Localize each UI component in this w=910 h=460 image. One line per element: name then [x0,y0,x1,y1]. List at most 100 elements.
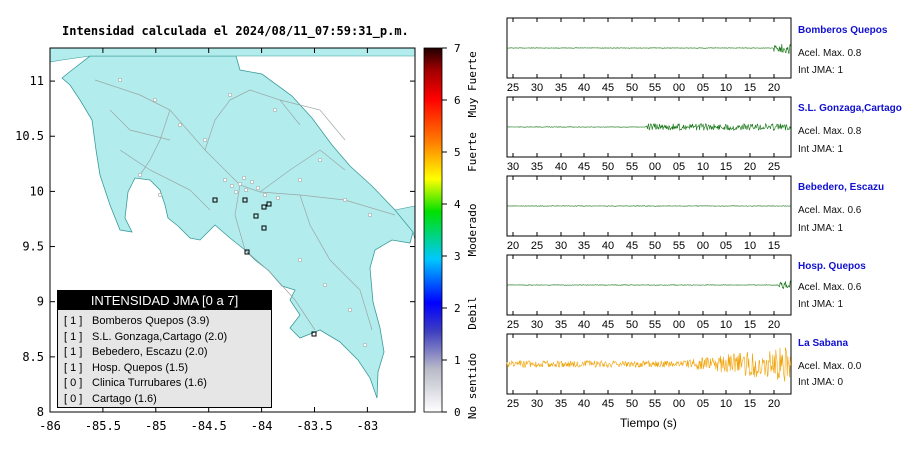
x-tick-label: -86 [39,419,61,433]
legend-level: [ 1 ] [64,361,83,374]
trace-tick-label: 35 [555,82,567,94]
x-tick-label: -83.5 [296,419,332,433]
trace-tick-label: 40 [602,240,614,252]
y-tick-label: 8 [37,405,44,419]
trace-tick-label: 10 [697,161,709,173]
trace-tick-label: 55 [649,319,661,331]
trace-tick-label: 55 [649,82,661,94]
legend-level: [ 1 ] [64,346,83,358]
colorbar-category-label: Debil [466,297,479,330]
seismogram-line [506,280,791,290]
seismogram-trace-panel: 20 25 30 35 40 45 50 55 00 05 10 15 [506,175,792,252]
trace-tick-label: 20 [768,82,780,94]
trace-tick-label: 50 [626,398,638,410]
colorbar-tick-label: 7 [454,42,461,55]
station-name: Hosp. Quepos [798,261,866,272]
seismogram-trace-panel: 25 30 35 40 45 50 55 00 05 10 15 20 [506,333,792,410]
map-title: Intensidad calculada el 2024/08/11_07:59… [62,24,409,38]
trace-tick-label: 25 [768,161,780,173]
legend-row: [ 1 ] S.L. Gonzaga,Cartago (2.0) [58,330,271,346]
y-tick-label: 9.5 [22,240,44,254]
trace-tick-label: 50 [602,161,614,173]
colorbar-category-label: Moderado [466,204,479,257]
seismogram-line [506,122,792,132]
trace-tick-label: 15 [720,161,732,173]
map-frame [49,47,416,413]
station-jma: Int JMA: 1 [798,223,844,234]
y-tick-label: 10 [30,184,44,198]
legend-level: [ 0 ] [64,392,83,405]
trace-tick-label: 05 [697,398,709,410]
trace-tick-label: 45 [602,82,614,94]
trace-tick-label: 45 [602,319,614,331]
legend-text: S.L. Gonzaga,Cartago (2.0) [92,330,228,343]
legend-text: Hosp. Quepos (1.5) [92,361,188,374]
station-acel: Acel. Max. 0.6 [798,205,862,216]
trace-tick-label: 30 [555,240,567,252]
trace-tick-label: 15 [744,82,756,94]
station-jma: Int JMA: 0 [798,377,844,388]
station-jma: Int JMA: 1 [798,299,844,310]
trace-tick-label: 30 [531,82,543,94]
station-jma: Int JMA: 1 [798,144,844,155]
x-axis-label: Tiempo (s) [620,416,677,430]
map-y-axis: 11 10.5 10 9.5 9 8.5 8 [15,74,415,419]
colorbar-category-label: No sentido [466,353,479,419]
seismogram-line [506,205,791,207]
legend-text: Cartago (1.6) [92,392,157,405]
station-acel: Acel. Max. 0.6 [798,282,862,293]
trace-tick-label: 15 [744,319,756,331]
legend-row: [ 0 ] Cartago (1.6) [58,392,271,408]
legend-row: [ 1 ] Bomberos Quepos (3.9) [58,314,271,330]
trace-tick-label: 00 [673,398,685,410]
y-tick-label: 8.5 [22,350,44,364]
trace-tick-label: 15 [768,240,780,252]
trace-tick-label: 00 [673,82,685,94]
legend-text: Clinica Turrubares (1.6) [92,377,207,389]
legend-row: [ 0 ] Clinica Turrubares (1.6) [58,376,271,392]
trace-tick-label: 40 [578,319,590,331]
colorbar-labels: No sentido Debil Moderado Fuerte Muy Fuerte [466,51,479,419]
x-tick-label: -85.5 [85,419,121,433]
trace-tick-label: 20 [744,161,756,173]
colorbar-tick-label: 2 [454,302,461,315]
colorbar-category-label: Fuerte [466,132,479,172]
colorbar-tick-label: 3 [454,250,461,263]
trace-tick-label: 45 [578,161,590,173]
legend-text: Bebedero, Escazu (2.0) [92,346,208,358]
highlighted-stations [212,197,317,337]
colorbar-category-label: Muy Fuerte [466,51,479,117]
legend-row: [ 1 ] Bebedero, Escazu (2.0) [58,345,271,361]
station-acel: Acel. Max. 0.8 [798,48,862,59]
trace-tick-label: 10 [720,398,732,410]
colorbar-tick-label: 4 [454,198,461,211]
legend-row: [ 1 ] Hosp. Quepos (1.5) [58,361,271,377]
trace-tick-label: 55 [626,161,638,173]
trace-tick-label: 50 [626,82,638,94]
trace-tick-label: 35 [555,398,567,410]
station-acel: Acel. Max. 0.0 [798,361,862,372]
trace-tick-label: 35 [578,240,590,252]
trace-tick-label: 50 [649,240,661,252]
trace-tick-label: 45 [626,240,638,252]
colorbar-tick-label: 5 [454,146,461,159]
station-acel: Acel. Max. 0.8 [798,126,862,137]
y-tick-label: 10.5 [15,129,44,143]
seismogram-trace-panel: 25 30 35 40 45 50 55 00 05 10 15 20 [506,17,792,94]
x-tick-label: -85 [145,419,167,433]
trace-tick-label: 55 [649,398,661,410]
legend-header: INTENSIDAD JMA [0 a 7] [58,291,271,310]
trace-tick-label: 40 [578,82,590,94]
colorbar-gradient [423,47,443,413]
station-jma: Int JMA: 1 [798,65,844,76]
trace-tick-label: 25 [531,240,543,252]
trace-tick-label: 40 [578,398,590,410]
colorbar-tick-label: 1 [454,354,461,367]
trace-tick-label: 40 [555,161,567,173]
legend-level: [ 0 ] [64,377,83,389]
legend-level: [ 1 ] [64,330,83,343]
trace-tick-label: 50 [626,319,638,331]
seismogram-trace-panel: 25 30 35 40 45 50 55 00 05 10 15 20 [506,254,792,331]
